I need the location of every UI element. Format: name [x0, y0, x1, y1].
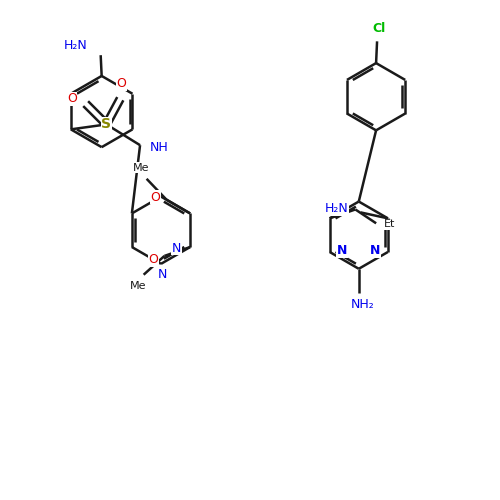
- Text: H₂N: H₂N: [325, 202, 349, 215]
- Text: O: O: [150, 190, 160, 203]
- Text: Et: Et: [384, 220, 396, 230]
- Text: Me: Me: [132, 163, 149, 173]
- Text: S: S: [102, 118, 112, 132]
- Text: Cl: Cl: [372, 22, 385, 35]
- Text: N: N: [172, 242, 181, 254]
- Text: O: O: [67, 92, 77, 105]
- Text: N: N: [337, 244, 347, 258]
- Text: NH₂: NH₂: [351, 298, 374, 311]
- Text: O: O: [148, 254, 158, 266]
- Text: N: N: [158, 268, 166, 281]
- Text: H₂N: H₂N: [64, 39, 88, 52]
- Text: N: N: [370, 244, 380, 258]
- Text: NH: NH: [150, 141, 168, 154]
- Text: O: O: [116, 78, 126, 90]
- Text: Me: Me: [130, 280, 146, 290]
